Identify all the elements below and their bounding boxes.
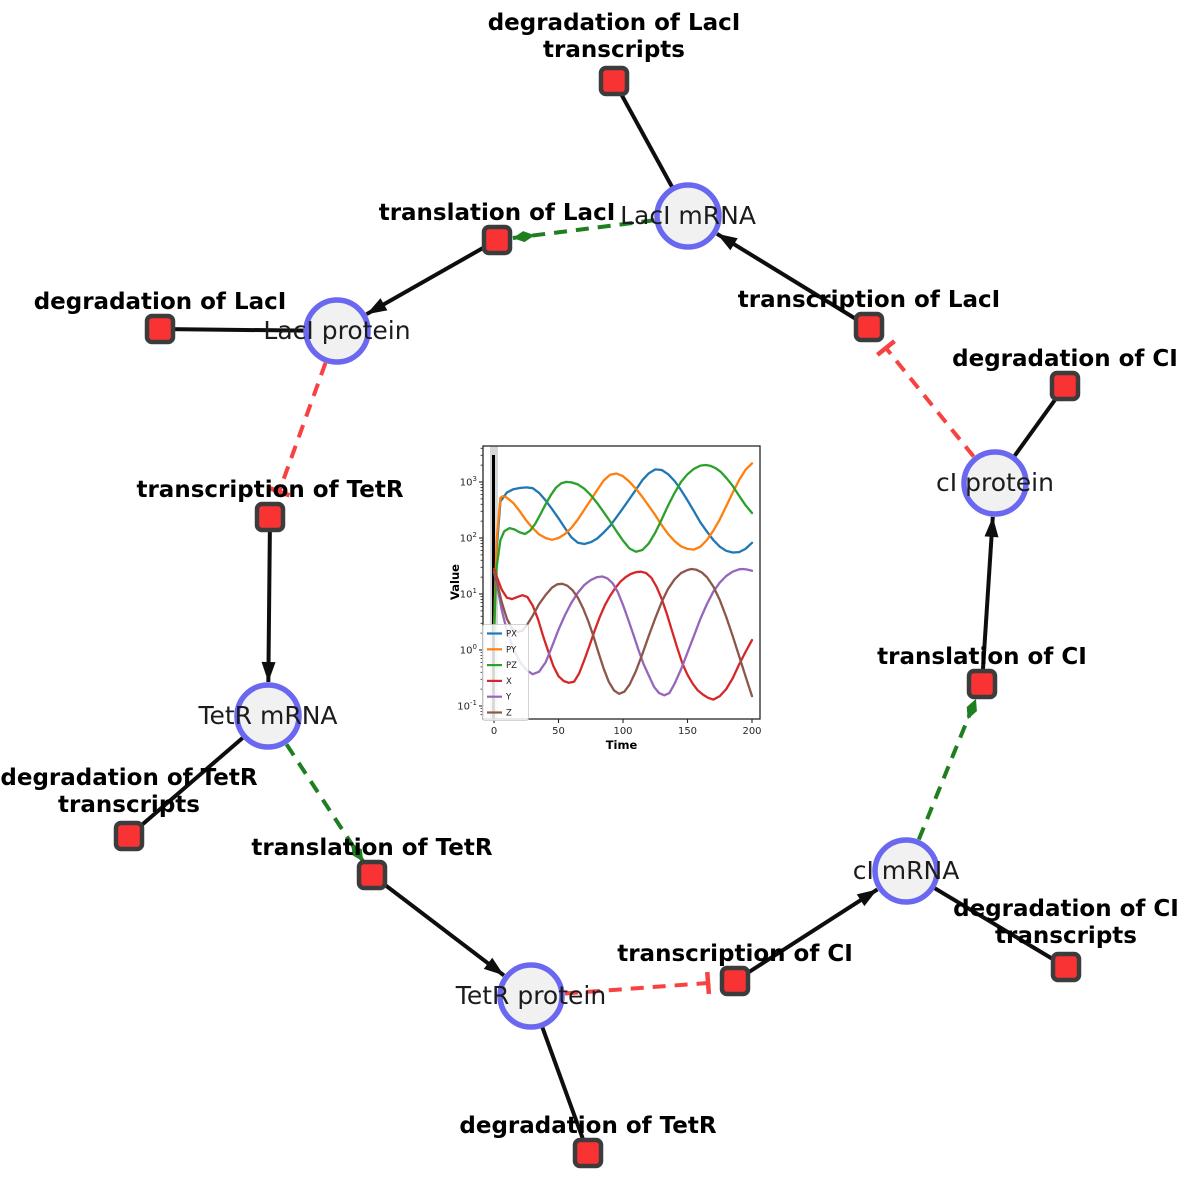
species-node-tetr-mrna — [234, 682, 302, 750]
labels-layer: degradation of LacItranscriptstranslatio… — [0, 10, 1178, 1139]
species-label-laci-protein: LacI protein — [263, 316, 410, 345]
legend-label-Y: Y — [505, 693, 512, 703]
legend-label-PZ: PZ — [506, 661, 517, 671]
reaction-node-translation-tetr — [356, 859, 388, 891]
species-label-laci-mrna: LacI mRNA — [620, 201, 756, 230]
x-tick-label-150: 150 — [678, 726, 697, 737]
reaction-node-translation-ci — [966, 668, 998, 700]
reaction-node-deg-tetr — [572, 1137, 604, 1169]
reaction-node-transcription-laci — [853, 311, 885, 343]
edge-stimulation-ci-mrna-to-translation-ci — [916, 698, 978, 841]
species-label-tetr-protein: TetR protein — [455, 981, 606, 1010]
reaction-label-deg-ci-transcripts-line1: degradation of CI — [953, 896, 1179, 922]
series-line-PY — [492, 462, 754, 635]
species-label-tetr-mrna: TetR mRNA — [197, 701, 337, 730]
series-line-Z — [492, 567, 754, 698]
x-axis-label: Time — [606, 738, 638, 752]
edge-inhibition-ci-protein-to-transcription-laci — [875, 339, 976, 458]
legend: PX PY PZ XYZ — [482, 624, 529, 721]
reaction-node-transcription-ci — [719, 965, 751, 997]
reaction-label-deg-tetr-transcripts-line2: transcripts — [58, 792, 200, 818]
reaction-node-deg-ci-transcripts — [1050, 951, 1082, 983]
reaction-label-deg-laci-transcripts-line1: degradation of LacI — [488, 10, 741, 36]
reaction-label-deg-ci-transcripts-line2: transcripts — [995, 923, 1137, 949]
reaction-label-deg-laci-line1: degradation of LacI — [34, 289, 287, 315]
y-tick-label-10e2: 102 — [460, 531, 477, 545]
x-tick-label-0: 0 — [491, 726, 497, 737]
reaction-node-transcription-tetr — [254, 501, 286, 533]
edge-stimulation-laci-mrna-to-translation-laci — [512, 218, 655, 243]
y-axis-label: Value — [448, 564, 462, 600]
reaction-label-translation-ci-line1: translation of CI — [877, 644, 1087, 670]
edge-inhibition-laci-protein-to-transcription-tetr — [268, 362, 328, 498]
reaction-label-deg-tetr-line1: degradation of TetR — [459, 1113, 716, 1139]
nodes-layer — [113, 65, 1082, 1169]
edge-stimulation-tetr-mrna-to-translation-tetr — [284, 743, 365, 863]
reaction-node-deg-ci — [1049, 370, 1081, 402]
legend-entry-PX: PX — [487, 630, 517, 640]
legend-entry-PY: PY — [487, 645, 517, 655]
legend-entry-X: X — [487, 677, 512, 687]
edge-production-translation-laci-to-laci-protein — [365, 238, 498, 316]
axes-frame — [482, 445, 761, 720]
edge-production-translation-ci-to-ci-protein — [980, 516, 999, 685]
legend-entry-Z: Z — [487, 709, 512, 719]
reaction-label-transcription-laci-line1: transcription of LacI — [738, 287, 1001, 313]
series-line-X — [492, 567, 754, 701]
reaction-label-translation-laci-line1: translation of LacI — [379, 200, 616, 226]
species-label-ci-protein: cI protein — [936, 468, 1054, 497]
x-tick-label-50: 50 — [552, 726, 565, 737]
legend-label-PX: PX — [506, 630, 517, 640]
reaction-label-deg-laci-transcripts-line2: transcripts — [543, 37, 685, 63]
y-tick-label-10e3: 103 — [460, 475, 477, 489]
reaction-label-transcription-ci-line1: transcription of CI — [617, 941, 853, 967]
series-line-PX — [492, 468, 754, 635]
legend-label-Z: Z — [506, 709, 512, 719]
species-label-ci-mrna: cI mRNA — [853, 856, 960, 885]
species-node-tetr-protein — [497, 962, 565, 1030]
species-node-laci-mrna — [654, 182, 722, 250]
x-tick-label-100: 100 — [613, 726, 632, 737]
species-node-ci-protein — [961, 449, 1029, 517]
legend-label-X: X — [506, 677, 512, 687]
y-tick-label-10e1: 101 — [460, 587, 477, 601]
y-tick-label-10e-1: 10-1 — [457, 699, 477, 713]
legend-label-PY: PY — [506, 645, 517, 655]
reaction-node-deg-laci-transcripts — [598, 65, 630, 97]
plot-background — [483, 446, 760, 719]
species-node-ci-mrna — [872, 837, 940, 905]
edge-production-translation-tetr-to-tetr-protein — [370, 873, 506, 978]
edge-production-transcription-laci-to-laci-mrna — [715, 232, 871, 329]
reaction-label-translation-tetr-line1: translation of TetR — [251, 835, 492, 861]
reaction-node-translation-laci — [481, 224, 513, 256]
edge-production-transcription-tetr-to-tetr-mrna — [261, 516, 276, 683]
edge-inhibition-tetr-protein-to-transcription-ci — [564, 971, 712, 996]
reaction-label-deg-tetr-transcripts-line1: degradation of TetR — [0, 765, 257, 791]
series-line-Y — [492, 567, 754, 697]
legend-entry-PZ: PZ — [487, 661, 517, 671]
reaction-label-deg-ci-line1: degradation of CI — [952, 346, 1178, 372]
reaction-node-deg-laci — [144, 313, 176, 345]
y-tick-label-10e0: 100 — [460, 643, 477, 657]
reaction-node-deg-tetr-transcripts — [113, 820, 145, 852]
reaction-label-transcription-tetr-line1: transcription of TetR — [136, 477, 403, 503]
species-node-laci-protein — [303, 297, 371, 365]
legend-entry-Y: Y — [487, 693, 512, 703]
series-line-PZ — [492, 463, 754, 635]
x-tick-label-200: 200 — [742, 726, 761, 737]
edge-production-transcription-ci-to-ci-mrna — [733, 887, 879, 983]
